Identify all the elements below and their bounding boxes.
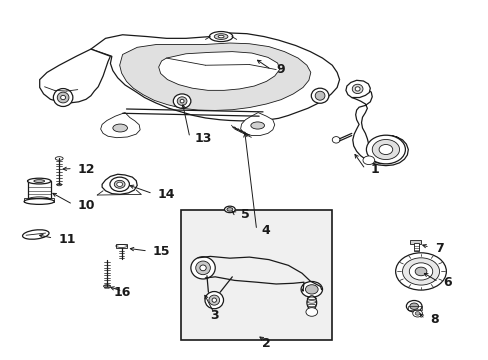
Ellipse shape xyxy=(306,296,316,310)
Ellipse shape xyxy=(103,285,110,288)
Ellipse shape xyxy=(61,95,65,100)
Text: 2: 2 xyxy=(262,337,270,350)
Bar xyxy=(27,181,51,200)
Text: 6: 6 xyxy=(443,276,451,289)
Text: 11: 11 xyxy=(58,233,76,246)
Ellipse shape xyxy=(53,89,73,107)
Text: 12: 12 xyxy=(78,163,95,176)
FancyBboxPatch shape xyxy=(181,211,331,339)
Ellipse shape xyxy=(204,292,223,309)
Bar xyxy=(413,243,418,251)
Circle shape xyxy=(117,182,122,186)
Polygon shape xyxy=(101,113,140,138)
Ellipse shape xyxy=(22,230,49,239)
Text: 10: 10 xyxy=(78,199,95,212)
Bar xyxy=(24,198,54,202)
Ellipse shape xyxy=(351,84,362,94)
Circle shape xyxy=(408,263,432,280)
Text: 8: 8 xyxy=(429,313,438,327)
Text: 14: 14 xyxy=(158,188,175,201)
Circle shape xyxy=(305,308,317,316)
Circle shape xyxy=(301,282,322,297)
Ellipse shape xyxy=(24,199,54,204)
Ellipse shape xyxy=(173,94,190,108)
Circle shape xyxy=(395,253,446,290)
Text: 4: 4 xyxy=(261,224,270,238)
Circle shape xyxy=(110,177,129,192)
Text: 3: 3 xyxy=(209,309,218,322)
Polygon shape xyxy=(345,80,369,98)
Polygon shape xyxy=(240,113,274,135)
Ellipse shape xyxy=(27,197,51,203)
Ellipse shape xyxy=(55,157,63,160)
Text: 9: 9 xyxy=(276,63,284,76)
Ellipse shape xyxy=(218,35,224,38)
Circle shape xyxy=(114,180,125,188)
Ellipse shape xyxy=(27,178,51,184)
Polygon shape xyxy=(158,51,279,90)
Ellipse shape xyxy=(212,298,216,302)
Ellipse shape xyxy=(200,265,206,271)
Ellipse shape xyxy=(208,295,219,305)
Circle shape xyxy=(378,144,392,154)
Circle shape xyxy=(371,139,399,159)
Circle shape xyxy=(414,312,419,315)
Text: 7: 7 xyxy=(434,242,443,255)
Ellipse shape xyxy=(311,88,328,103)
Bar xyxy=(409,239,420,244)
Ellipse shape xyxy=(57,184,61,186)
Ellipse shape xyxy=(250,122,264,129)
Ellipse shape xyxy=(195,261,210,275)
Bar xyxy=(116,244,127,248)
Ellipse shape xyxy=(34,180,44,183)
Polygon shape xyxy=(102,174,137,194)
Circle shape xyxy=(402,258,439,285)
Circle shape xyxy=(362,156,374,165)
Polygon shape xyxy=(91,33,339,121)
Text: 5: 5 xyxy=(241,208,249,221)
Text: 13: 13 xyxy=(194,132,212,145)
Circle shape xyxy=(305,285,318,294)
Circle shape xyxy=(414,267,426,276)
Ellipse shape xyxy=(190,257,215,279)
Circle shape xyxy=(412,310,422,317)
Ellipse shape xyxy=(57,92,69,103)
Circle shape xyxy=(406,301,421,312)
Text: 1: 1 xyxy=(369,163,378,176)
Ellipse shape xyxy=(113,124,127,132)
Bar xyxy=(407,306,421,310)
Ellipse shape xyxy=(226,208,232,211)
Ellipse shape xyxy=(315,91,325,100)
Ellipse shape xyxy=(331,136,339,143)
Text: 15: 15 xyxy=(153,245,170,258)
Ellipse shape xyxy=(224,206,235,213)
Ellipse shape xyxy=(209,32,232,41)
Ellipse shape xyxy=(177,97,186,105)
Circle shape xyxy=(409,303,418,310)
Polygon shape xyxy=(120,43,310,111)
Ellipse shape xyxy=(214,34,227,40)
Polygon shape xyxy=(40,49,110,103)
Ellipse shape xyxy=(354,87,359,91)
Polygon shape xyxy=(351,90,407,166)
Circle shape xyxy=(366,135,405,164)
Ellipse shape xyxy=(180,99,183,103)
Text: 16: 16 xyxy=(114,287,131,300)
